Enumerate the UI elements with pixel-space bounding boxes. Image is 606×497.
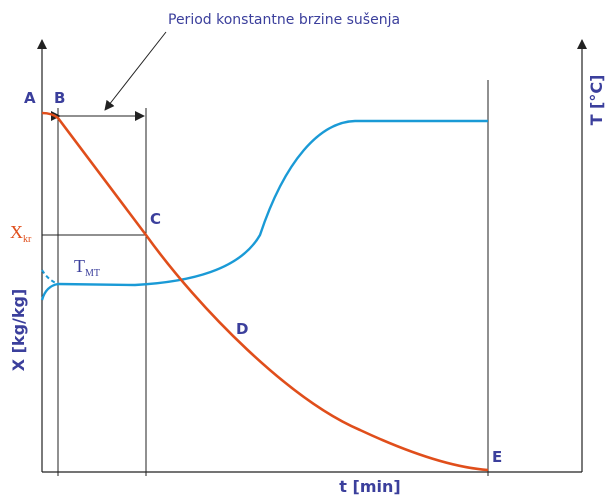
t-mt-label: TMT: [74, 256, 100, 279]
temperature-curve-dashed: [41, 269, 59, 285]
point-label: D: [236, 320, 248, 338]
point-label: B: [54, 89, 65, 107]
x-kr-label: Xkr: [10, 222, 32, 245]
moisture-curve: [41, 111, 489, 472]
point-label: C: [150, 210, 161, 228]
point-label: A: [24, 89, 36, 107]
left-axis-label: X [kg/kg]: [9, 289, 28, 372]
right-axis-label: T [°C]: [587, 75, 606, 126]
point-label: E: [492, 448, 502, 466]
pointer-arrow: [104, 31, 167, 111]
annotation: Period konstantne brzine sušenja: [168, 12, 400, 28]
temperature-curve: [40, 119, 488, 301]
bottom-axis-label: t [min]: [339, 477, 400, 496]
